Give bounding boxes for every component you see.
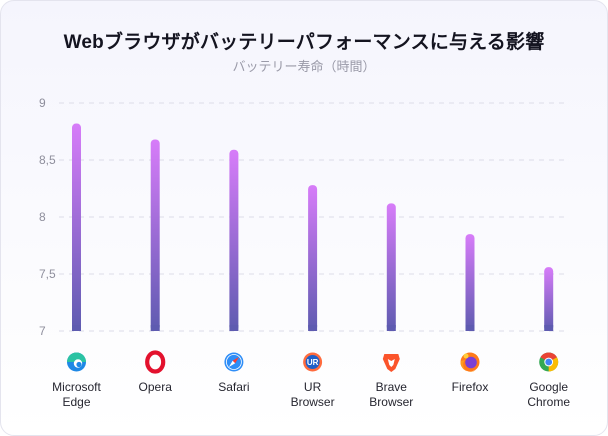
bar [465, 234, 475, 331]
bar [150, 139, 160, 331]
brave-icon [382, 354, 400, 372]
bar-base [465, 325, 475, 331]
y-tick-label: 8 [39, 210, 46, 224]
chrome-icon [539, 352, 559, 372]
category-label: Browser [369, 395, 413, 409]
bar-base [150, 325, 160, 331]
category-label: Brave [376, 380, 408, 394]
bar-base [544, 325, 554, 331]
firefox-icon [460, 352, 480, 373]
edge-icon [67, 352, 86, 372]
category-label: Firefox [452, 380, 489, 394]
chart-subtitle: バッテリー寿命（時間） [232, 59, 376, 74]
bar-base [72, 325, 81, 331]
category-label: Chrome [527, 395, 570, 409]
y-tick-label: 7,5 [39, 267, 56, 281]
bar [544, 267, 554, 331]
category-label: Google [529, 380, 568, 394]
ur-browser-icon: UR [303, 352, 323, 372]
category-label: Microsoft [52, 380, 101, 394]
category-label: UR [304, 380, 322, 394]
bars [72, 123, 554, 332]
y-axis-ticks: 7 7,5 8 8,5 9 [39, 96, 56, 338]
safari-icon [224, 352, 244, 372]
bar-base [229, 325, 239, 331]
bar [229, 149, 239, 331]
opera-icon [145, 350, 166, 374]
bar [308, 185, 318, 331]
chart-title: Webブラウザがバッテリーパフォーマンスに与える影響 [63, 32, 545, 53]
bar [386, 203, 396, 331]
category-label: Opera [139, 380, 173, 394]
y-tick-label: 9 [39, 96, 46, 110]
bar-base [386, 325, 396, 331]
category-label: Browser [291, 395, 335, 409]
category-label: Edge [62, 395, 90, 409]
category-label: Safari [218, 380, 249, 394]
y-tick-label: 8,5 [39, 153, 56, 167]
bar [72, 123, 81, 332]
y-tick-label: 7 [39, 324, 46, 338]
browser-icons: UR [67, 350, 559, 374]
bar-base [308, 325, 318, 331]
svg-text:UR: UR [307, 358, 319, 367]
